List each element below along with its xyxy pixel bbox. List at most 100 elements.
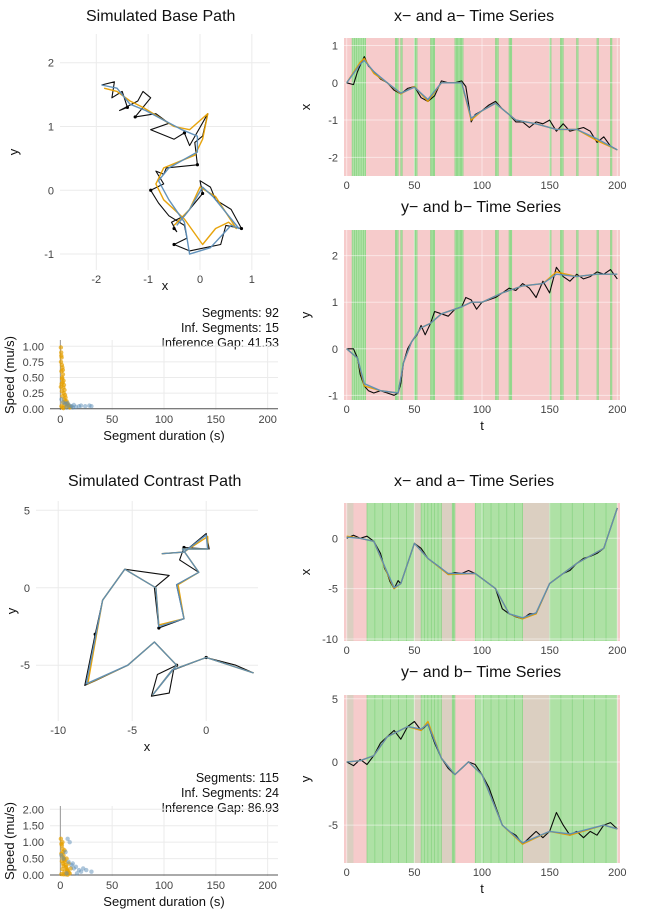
shade-green bbox=[610, 38, 613, 176]
base-y-ts-title: y− and b− Time Series bbox=[401, 199, 562, 216]
path-vertex bbox=[195, 163, 200, 167]
x-axis-label: x bbox=[162, 278, 169, 293]
shade-green bbox=[430, 38, 435, 176]
y-tick-label: 1 bbox=[332, 40, 338, 52]
y-axis-label: y bbox=[6, 148, 21, 155]
y-tick-label: 5 bbox=[24, 505, 30, 517]
path-vertex bbox=[125, 105, 130, 109]
base-speed-chart: 0 50 100 150 200 0.00 0.25 0.50 0.75 1.00 Segment … bbox=[2, 336, 278, 443]
y-tick-label: 0 bbox=[332, 757, 338, 769]
base-x-ts-title: x− and a− Time Series bbox=[394, 8, 555, 25]
x-tick-label: 0 bbox=[344, 867, 350, 879]
x-tick-label: 200 bbox=[608, 867, 626, 879]
y-tick-label: 0 bbox=[332, 344, 338, 356]
contrast-y-ts-chart: 0 50 100 150 200 -5 0 5 t y bbox=[300, 694, 626, 896]
x-tick-label: 200 bbox=[258, 880, 276, 892]
shade-green bbox=[549, 38, 552, 176]
series-line bbox=[346, 273, 618, 394]
x-tick-label: 50 bbox=[408, 867, 420, 879]
x-tick-label: 0 bbox=[344, 180, 350, 190]
y-tick-label: 1.00 bbox=[23, 837, 44, 849]
y-axis-label: Speed (mu/s) bbox=[2, 802, 17, 880]
base-path-chart: -2 -1 0 1 -1 0 1 2 x y bbox=[6, 34, 270, 293]
shade-tan bbox=[414, 503, 422, 641]
x-tick-label: 1 bbox=[249, 274, 255, 286]
y-tick-label: 0.50 bbox=[23, 854, 44, 866]
x-tick-label: 50 bbox=[106, 880, 118, 892]
y-axis-label: x bbox=[300, 103, 313, 110]
x-tick-label: 200 bbox=[608, 180, 626, 190]
x-tick-label: 100 bbox=[155, 414, 173, 426]
shade-green bbox=[597, 38, 599, 176]
y-axis-label: y bbox=[300, 775, 313, 782]
x-tick-label: 50 bbox=[408, 180, 420, 190]
contrast-inference-gap: Inference Gap: 86.93 bbox=[161, 801, 279, 815]
y-tick-label: -2 bbox=[328, 152, 338, 164]
base-inf-segments: Inf. Segments: 15 bbox=[181, 321, 279, 335]
scatter-point bbox=[70, 405, 76, 410]
y-tick-label: -1 bbox=[328, 390, 338, 402]
shade-tan bbox=[414, 695, 422, 863]
contrast-stats: Segments: 115 Inf. Segments: 24 Inferenc… bbox=[162, 771, 279, 816]
shade-tan bbox=[346, 695, 354, 863]
y-axis-label: Speed (mu/s) bbox=[2, 336, 17, 414]
shade-green bbox=[576, 38, 579, 176]
y-tick-label: -5 bbox=[20, 660, 30, 672]
x-axis-label: Segment duration (s) bbox=[103, 428, 224, 443]
series-line bbox=[85, 534, 254, 696]
y-tick-label: 1.50 bbox=[23, 821, 44, 833]
x-tick-label: 150 bbox=[540, 645, 558, 655]
contrast-x-ts-chart: 0 50 100 150 200 -10 -5 0 x bbox=[300, 503, 626, 655]
y-tick-label: 0 bbox=[24, 583, 30, 595]
y-tick-label: 1.00 bbox=[23, 341, 44, 353]
x-tick-label: 200 bbox=[608, 645, 626, 655]
y-tick-label: 0 bbox=[48, 185, 54, 197]
y-tick-label: 0.00 bbox=[23, 870, 44, 882]
y-tick-label: -1 bbox=[328, 115, 338, 127]
path-vertex bbox=[200, 191, 205, 196]
scatter-point bbox=[58, 345, 64, 350]
shade-green bbox=[549, 230, 552, 400]
y-tick-label: 0.00 bbox=[23, 404, 44, 416]
shade-tan bbox=[346, 503, 354, 641]
shade-tan bbox=[441, 695, 453, 863]
scatter-point bbox=[66, 859, 71, 865]
base-segments: Segments: 92 bbox=[201, 306, 279, 320]
y-tick-label: 5 bbox=[332, 694, 338, 706]
shade-green bbox=[400, 38, 403, 176]
contrast-segments: Segments: 115 bbox=[195, 771, 279, 785]
contrast-path-title: Simulated Contrast Path bbox=[68, 473, 242, 490]
path-vertex bbox=[149, 188, 153, 192]
shade-green bbox=[610, 230, 613, 400]
y-tick-label: 0.25 bbox=[23, 388, 44, 400]
scatter-point bbox=[64, 405, 69, 410]
y-tick-label: 2 bbox=[332, 251, 338, 263]
x-tick-label: 150 bbox=[207, 414, 225, 426]
y-tick-label: 1 bbox=[48, 121, 54, 133]
x-tick-label: -1 bbox=[143, 274, 153, 286]
scatter-point bbox=[65, 836, 70, 842]
x-tick-label: 150 bbox=[207, 880, 225, 892]
path-vertex bbox=[157, 626, 161, 630]
y-tick-label: -5 bbox=[328, 584, 338, 596]
scatter-point bbox=[83, 404, 88, 409]
contrast-y-ts-title: y− and b− Time Series bbox=[401, 664, 562, 681]
y-axis-label: y bbox=[4, 607, 19, 614]
base-path-title: Simulated Base Path bbox=[86, 8, 236, 25]
contrast-x-ts-title: x− and a− Time Series bbox=[394, 473, 555, 490]
scatter-point bbox=[59, 397, 64, 402]
base-y-ts-chart: 0 50 100 150 200 -1 0 1 2 t y bbox=[300, 230, 626, 433]
scatter-point bbox=[64, 856, 69, 861]
scatter-point bbox=[70, 861, 76, 866]
base-x-ts-chart: 0 50 100 150 200 -2 -1 0 1 x bbox=[300, 38, 626, 190]
path-vertex bbox=[182, 131, 187, 135]
scatter-point bbox=[59, 843, 65, 848]
scatter-point bbox=[58, 350, 64, 355]
x-axis-label: x bbox=[144, 739, 151, 754]
series-line bbox=[103, 87, 237, 246]
series-line bbox=[346, 723, 618, 844]
x-tick-label: 200 bbox=[608, 404, 626, 416]
scatter-point bbox=[84, 867, 89, 873]
x-tick-label: 0 bbox=[57, 880, 63, 892]
scatter-point bbox=[59, 353, 64, 358]
